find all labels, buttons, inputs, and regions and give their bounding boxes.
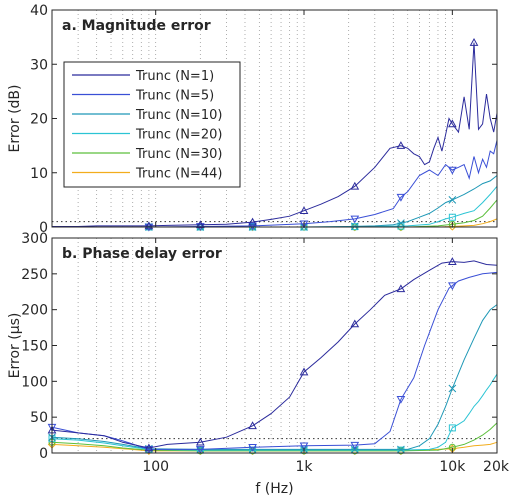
series-marker: [396, 284, 406, 293]
legend-entry-label: Trunc (N=30): [135, 147, 222, 162]
y-tick-label: 10: [30, 166, 48, 182]
series-marker: [144, 443, 154, 452]
series-marker: [469, 38, 479, 46]
x-tick-label: 1k: [296, 459, 314, 475]
series-marker: [248, 217, 257, 226]
legend-entry-label: Trunc (N=10): [135, 108, 222, 123]
phase-delay-error-panel: 0 50 100 150 200 250 300 100 1k 10k 20k b. Phase …: [7, 231, 510, 497]
magnitude-y-ticks: 0 10 20 30 40: [30, 3, 498, 236]
series-marker: [350, 441, 360, 450]
x-tick-label: 10k: [439, 459, 466, 475]
series-marker: [350, 319, 360, 328]
phase-series-group: [47, 257, 498, 456]
series-marker: [448, 213, 456, 221]
series-marker: [144, 221, 154, 230]
series-marker: [299, 220, 309, 229]
phase-grid: [77, 238, 453, 453]
series-marker: [448, 424, 456, 432]
x-tick-label: 20k: [483, 459, 510, 475]
series-marker: [350, 215, 360, 224]
series-line: [52, 42, 498, 227]
series-line: [51, 260, 498, 449]
series-marker: [195, 220, 205, 229]
series-marker: [448, 196, 457, 204]
legend-entry-label: Trunc (N=44): [135, 167, 222, 182]
series-marker: [248, 443, 257, 452]
phase-y-ticks: 0 50 100 150 200 250 300: [21, 231, 497, 462]
y-tick-label: 20: [30, 112, 48, 128]
series-line: [52, 140, 498, 228]
y-tick-label: 30: [30, 57, 48, 73]
phase-x-ticks: 100 1k 10k 20k: [142, 238, 510, 475]
series-line: [51, 373, 498, 451]
y-tick-label: 250: [21, 267, 48, 283]
series-line: [51, 271, 498, 450]
phase-panel-title: b. Phase delay error: [62, 246, 222, 262]
y-tick-label: 0: [39, 446, 48, 462]
series-marker: [447, 119, 457, 128]
series-line: [51, 422, 498, 452]
y-tick-label: 50: [30, 410, 48, 426]
series-line: [51, 304, 498, 450]
series-marker: [350, 222, 359, 231]
magnitude-panel-title: a. Magnitude error: [62, 18, 211, 34]
y-tick-label: 0: [39, 220, 48, 236]
phase-y-axis-label: Error (μs): [7, 313, 23, 379]
series-line: [52, 185, 498, 228]
magnitude-grid: [77, 10, 453, 227]
series-marker: [447, 282, 457, 291]
series-marker: [397, 219, 405, 227]
series-marker: [248, 222, 257, 231]
y-tick-label: 300: [21, 231, 48, 247]
series-trunc-n-1-: [52, 38, 498, 230]
series-trunc-n-20-: [52, 185, 498, 231]
y-tick-label: 200: [21, 303, 48, 319]
series-marker: [299, 367, 309, 376]
series-marker: [195, 437, 205, 446]
y-tick-label: 40: [30, 3, 48, 19]
magnitude-y-axis-label: Error (dB): [7, 85, 23, 153]
series-trunc-n-1-: [47, 257, 498, 452]
series-marker: [396, 193, 406, 202]
y-tick-label: 100: [21, 374, 48, 390]
legend-entry-label: Trunc (N=20): [135, 128, 222, 143]
series-marker: [447, 257, 457, 265]
series-marker: [447, 166, 457, 175]
legend-entry-label: Trunc (N=1): [135, 69, 214, 84]
y-tick-label: 150: [21, 339, 48, 355]
legend-entry-label: Trunc (N=5): [135, 89, 214, 104]
series-marker: [396, 141, 406, 149]
series-marker: [248, 421, 257, 430]
series-marker: [350, 181, 360, 190]
series-marker: [448, 384, 457, 393]
series-marker: [397, 445, 405, 454]
series-marker: [144, 446, 154, 454]
series-trunc-n-20-: [48, 373, 498, 454]
series-marker: [299, 206, 309, 215]
series-marker: [396, 395, 406, 404]
series-marker: [195, 446, 205, 454]
legend: Trunc (N=1) Trunc (N=5) Trunc (N=10) Trunc …: [63, 61, 241, 188]
legend-box: [63, 61, 241, 188]
x-tick-label: 100: [142, 459, 169, 475]
series-marker: [299, 442, 309, 451]
x-axis-label: f (Hz): [255, 481, 293, 497]
series-marker: [448, 222, 457, 231]
